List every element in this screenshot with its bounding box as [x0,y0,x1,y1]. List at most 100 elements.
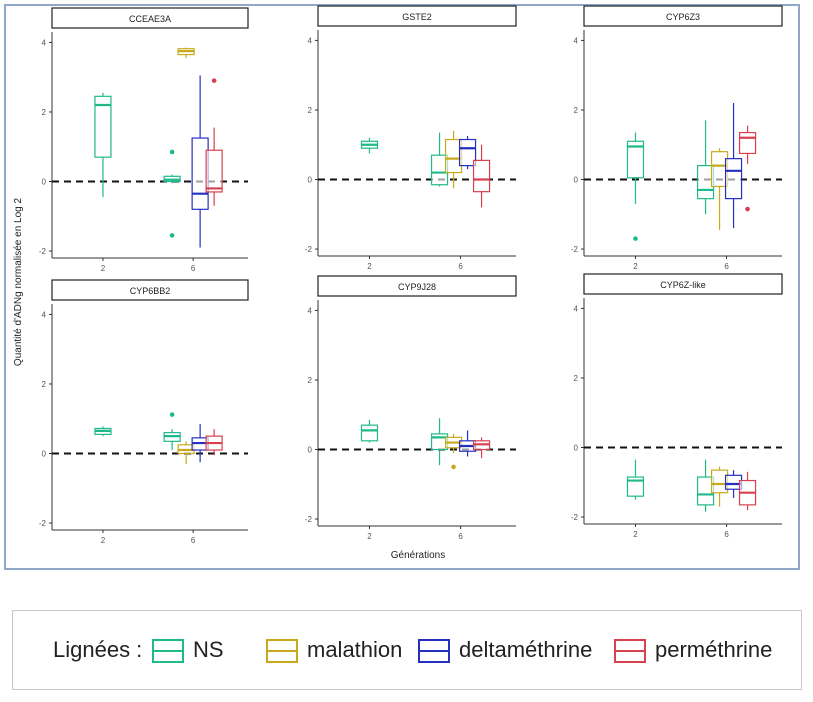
legend-swatch-malathion [266,639,298,663]
x-tick-label: 2 [101,536,106,545]
panel-cyp6bb2: CYP6BB2 -2 0 2 4 2 6 [39,279,249,545]
y-tick-label: 2 [574,374,579,383]
y-tick-label: 2 [308,376,313,385]
y-tick-label: 4 [308,36,313,45]
box-iqr [472,159,491,193]
x-tick-label: 2 [101,264,106,273]
panel-strip [51,279,249,301]
panel-cyp9j28: CYP9J28 -2 0 2 4 2 6 [305,275,517,541]
y-tick-label: 0 [42,178,47,187]
panel-strip [317,275,517,297]
panel-cceae3a: CCEAE3A -2 0 2 4 2 6 [39,7,249,273]
panel-title: CYP6BB2 [130,286,171,296]
box-ns-gen2 [360,419,379,443]
outlier-point [451,464,456,470]
x-tick-label: 2 [367,262,372,271]
y-tick-label: -2 [305,245,313,254]
panel-strip [583,5,783,27]
y-tick-label: 4 [42,310,47,319]
box-malathion-gen6 [444,130,463,189]
legend: Lignées : NS malathion deltaméthrine per… [12,610,802,690]
box-ns-gen6 [163,412,181,451]
x-tick-label: 6 [458,532,463,541]
box-deltamethrine-gen6 [191,75,209,248]
y-tick-label: 2 [574,106,579,115]
outlier-point [745,206,750,212]
box-iqr [724,158,743,200]
y-tick-label: 0 [574,176,579,185]
box-ns-gen2 [360,137,379,154]
y-tick-label: 2 [42,108,47,117]
panel-strip [583,273,783,295]
box-iqr [626,476,645,497]
x-tick-label: 6 [724,530,729,539]
legend-label-malathion: malathion [307,637,403,662]
y-tick-label: 2 [42,380,47,389]
y-tick-label: 0 [308,446,313,455]
box-ns-gen6 [696,120,715,215]
box-ns-gen2 [94,92,112,198]
panel-cyp6z-like: CYP6Z-like -2 0 2 4 2 6 [571,273,783,539]
box-ns-gen6 [163,149,181,238]
legend-label-ns: NS [193,637,224,662]
box-iqr [626,140,645,179]
legend-swatch-deltamethrine [418,639,450,663]
box-iqr [458,138,477,167]
x-tick-label: 6 [191,264,196,273]
box-permethrine-gen6 [205,429,223,456]
box-permethrine-gen6 [472,144,491,208]
y-tick-label: -2 [39,247,47,256]
box-ns-gen2 [626,132,645,241]
x-tick-label: 6 [458,262,463,271]
y-tick-label: -2 [39,519,47,528]
box-iqr [360,424,379,442]
outlier-point [633,236,638,241]
outlier-point [211,78,217,83]
y-tick-label: 0 [42,450,47,459]
box-permethrine-gen6 [472,437,491,459]
y-tick-label: -2 [571,513,579,522]
legend-label-deltamethrine: deltaméthrine [459,637,593,662]
box-permethrine-gen6 [205,78,223,206]
legend-swatch-ns [152,639,184,663]
box-deltamethrine-gen6 [724,470,743,498]
box-iqr [738,131,757,155]
panel-cyp6z3: CYP6Z3 -2 0 2 4 2 6 [571,5,783,271]
panel-title: CCEAE3A [129,14,171,24]
box-permethrine-gen6 [738,125,757,212]
y-tick-label: 4 [574,304,579,313]
box-ns-gen6 [696,459,715,512]
y-tick-label: -2 [305,515,313,524]
x-tick-label: 6 [724,262,729,271]
y-tick-label: 4 [574,36,579,45]
box-iqr [94,95,112,158]
box-ns-gen2 [626,459,645,500]
legend-swatch-permethrine [614,639,646,663]
x-tick-label: 2 [633,530,638,539]
box-malathion-gen6 [444,433,463,470]
box-permethrine-gen6 [738,471,757,511]
y-tick-label: 2 [308,106,313,115]
box-deltamethrine-gen6 [458,430,477,457]
y-tick-label: -2 [571,245,579,254]
panel-title: CYP6Z-like [660,280,706,290]
panel-title: GSTE2 [402,12,432,22]
y-tick-label: 4 [42,38,47,47]
box-ns-gen2 [94,426,112,437]
box-iqr [205,149,223,193]
y-axis-title: Quantité d'ADNg normalisée en Log 2 [13,198,24,367]
panel-title: CYP9J28 [398,282,436,292]
box-deltamethrine-gen6 [458,136,477,170]
panel-title: CYP6Z3 [666,12,700,22]
outlier-point [169,149,175,155]
outlier-point [169,412,175,417]
box-deltamethrine-gen6 [724,103,743,229]
x-tick-label: 2 [633,262,638,271]
y-tick-label: 4 [308,306,313,315]
panel-gste2: GSTE2 -2 0 2 4 2 6 [305,5,517,271]
y-tick-label: 0 [308,176,313,185]
x-axis-title: Générations [391,550,445,561]
legend-title: Lignées : [53,637,143,662]
panel-strip [317,5,517,27]
